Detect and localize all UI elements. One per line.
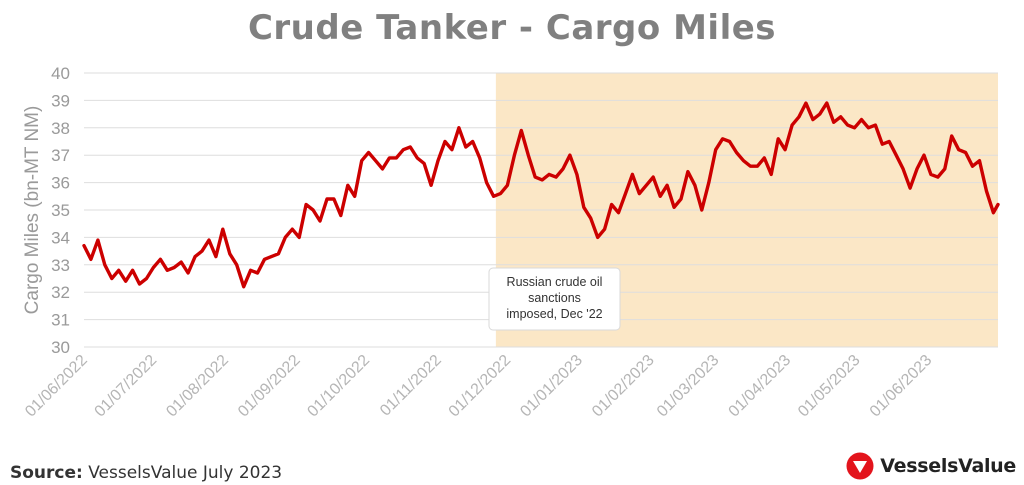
y-tick-label: 35 (51, 201, 70, 220)
x-tick-label: 01/12/2022 (446, 352, 515, 421)
x-tick-label: 01/06/2022 (22, 352, 91, 421)
chart-title: Crude Tanker - Cargo Miles (247, 8, 777, 48)
source-text: VesselsValue July 2023 (82, 463, 283, 483)
y-tick-label: 31 (51, 311, 70, 330)
x-tick-label: 01/02/2023 (589, 352, 658, 421)
vesselsvalue-logo-icon (846, 452, 874, 480)
source-note: Source: VesselsValue July 2023 (10, 463, 282, 483)
series-line-cargo-miles (82, 101, 1000, 289)
y-axis-label: Cargo Miles (bn-MT NM) (22, 106, 43, 315)
x-tick-label: 01/10/2022 (304, 352, 373, 421)
y-tick-label: 36 (51, 174, 70, 193)
x-tick-label: 01/04/2023 (726, 352, 795, 421)
y-axis-ticks: 30 31 32 33 34 35 36 37 38 39 40 (51, 64, 70, 357)
x-tick-label: 01/08/2022 (163, 352, 232, 421)
y-tick-label: 40 (51, 64, 70, 83)
x-tick-label: 01/11/2022 (377, 352, 445, 420)
source-label: Source: (10, 463, 83, 483)
x-tick-label: 01/09/2022 (235, 352, 304, 421)
y-tick-label: 32 (51, 283, 70, 302)
x-tick-label: 01/01/2023 (517, 352, 586, 421)
x-tick-label: 01/07/2022 (92, 352, 161, 421)
y-tick-label: 30 (51, 338, 70, 357)
x-tick-label: 01/06/2023 (867, 352, 936, 421)
y-tick-label: 38 (51, 119, 70, 138)
brand-name: VesselsValue (880, 455, 1016, 477)
x-tick-label: 01/05/2023 (795, 352, 864, 421)
y-tick-label: 37 (51, 146, 70, 165)
y-tick-label: 39 (51, 91, 70, 110)
y-tick-label: 34 (51, 228, 70, 247)
x-tick-label: 01/03/2023 (654, 352, 723, 421)
gridlines (84, 72, 998, 348)
x-axis-ticks: 01/06/2022 01/07/2022 01/08/2022 01/09/2022… (22, 352, 935, 421)
annotation-box: Russian crude oil sanctions imposed, Dec '… (488, 267, 621, 331)
brand-logo: VesselsValue (846, 452, 1016, 480)
annotation-text: Russian crude oil sanctions imposed, Dec '… (506, 275, 602, 321)
y-tick-label: 33 (51, 256, 70, 275)
